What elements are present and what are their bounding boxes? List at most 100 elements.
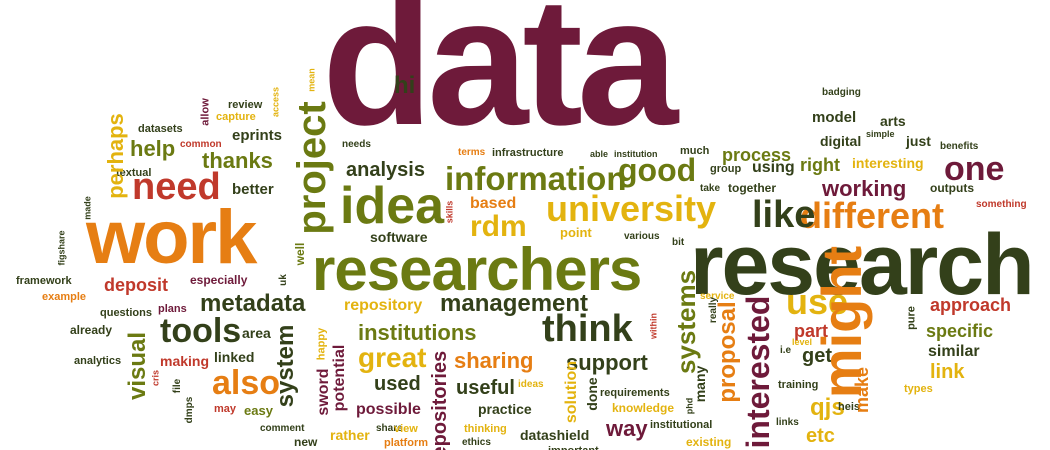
word-view: view — [394, 423, 418, 435]
word-pure: pure — [905, 306, 918, 330]
word-linked: linked — [214, 349, 255, 365]
word-one: one — [944, 150, 1005, 188]
word-use: use — [786, 281, 849, 322]
word-help: help — [130, 136, 176, 161]
word-university: university — [546, 188, 717, 229]
word-project: project — [290, 101, 334, 235]
word-especially: especially — [190, 273, 248, 287]
word-cris: cris — [150, 369, 161, 387]
word-similar: similar — [928, 343, 980, 360]
word-datashield: datashield — [520, 427, 590, 443]
word-review: review — [228, 99, 263, 111]
word-badging: badging — [822, 87, 861, 98]
word-hi: hi — [394, 72, 416, 99]
word-training: training — [778, 379, 819, 391]
word-model: model — [812, 109, 857, 126]
word-allow: allow — [199, 98, 212, 126]
word-specific: specific — [926, 321, 994, 341]
word-really: really — [708, 296, 719, 324]
word-process: process — [722, 145, 792, 165]
word-platform: platform — [384, 437, 428, 449]
word-infrastructure: infrastructure — [492, 147, 564, 159]
word-interesting: interesting — [852, 155, 924, 171]
word-researchers: researchers — [312, 236, 642, 303]
word-useful: useful — [456, 377, 515, 399]
word-something: something — [976, 199, 1027, 210]
word-much: much — [680, 145, 710, 157]
word-like: like — [752, 194, 816, 236]
word-interested: interested — [740, 295, 776, 449]
word-framework: framework — [16, 275, 72, 287]
word-need: need — [132, 166, 221, 208]
word-based: based — [470, 195, 517, 212]
word-digital: digital — [820, 133, 862, 149]
word-easy: easy — [244, 403, 273, 418]
word-ethics: ethics — [462, 437, 491, 448]
word-able: able — [590, 149, 609, 159]
word-knowledge: knowledge — [612, 401, 675, 415]
word-deposit: deposit — [104, 275, 169, 295]
word-also: also — [212, 364, 281, 402]
word-done: done — [584, 377, 600, 411]
word-visual: visual — [124, 331, 151, 401]
word-well: well — [293, 242, 307, 266]
word-work: work — [86, 195, 257, 280]
word-eprints: eprints — [232, 127, 283, 144]
word-institutional: institutional — [650, 419, 713, 431]
word-terms: terms — [458, 147, 486, 158]
word-practice: practice — [478, 401, 532, 417]
word-making: making — [160, 353, 210, 369]
word-perhaps: perhaps — [103, 113, 128, 199]
word-repositories: repositories — [429, 350, 451, 450]
word-arts: arts — [880, 113, 906, 129]
word-tools: tools — [160, 312, 242, 350]
word-access: access — [270, 86, 281, 118]
word-benefits: benefits — [940, 141, 979, 152]
word-ie: i.e — [780, 345, 792, 356]
word-possible: possible — [356, 401, 421, 418]
word-within: within — [648, 313, 659, 339]
word-made: made — [82, 196, 93, 220]
word-systems: systems — [671, 269, 701, 375]
word-questions: questions — [100, 307, 152, 319]
word-area: area — [242, 325, 271, 341]
word-solution: solution — [563, 360, 580, 424]
word-links: links — [776, 417, 799, 428]
word-data: data — [322, 0, 678, 163]
word-may: may — [214, 403, 237, 415]
word-file: file — [172, 378, 183, 394]
word-institution: institution — [614, 149, 658, 159]
word-plans: plans — [158, 303, 187, 315]
word-sharing: sharing — [454, 348, 534, 373]
word-make: make — [852, 366, 872, 414]
word-datasets: datasets — [138, 123, 183, 135]
word-take: take — [700, 183, 721, 194]
word-proposal: proposal — [714, 301, 741, 403]
word-think: think — [542, 308, 633, 350]
word-phd: phd — [684, 397, 695, 415]
word-important: important — [548, 446, 599, 450]
word-different: different — [800, 195, 944, 236]
word-using: using — [752, 159, 795, 176]
word-great: great — [358, 342, 427, 373]
word-already: already — [70, 323, 113, 337]
word-point: point — [560, 225, 592, 240]
word-common: common — [180, 139, 222, 150]
word-various: various — [624, 231, 660, 242]
word-qjs: qjs — [810, 394, 845, 421]
word-research: research — [690, 217, 1035, 313]
word-repository: repository — [344, 297, 423, 314]
word-approach: approach — [930, 295, 1012, 315]
word-example: example — [42, 291, 87, 303]
word-information: information — [445, 160, 627, 197]
word-way: way — [606, 416, 648, 441]
word-system: system — [272, 324, 299, 408]
word-dmps: dmps — [184, 396, 195, 424]
word-capture: capture — [216, 111, 256, 123]
word-together: together — [728, 181, 776, 195]
word-rdm: rdm — [470, 210, 527, 243]
word-share: share — [376, 423, 403, 434]
word-institutions: institutions — [358, 320, 477, 345]
word-service: service — [700, 291, 735, 302]
